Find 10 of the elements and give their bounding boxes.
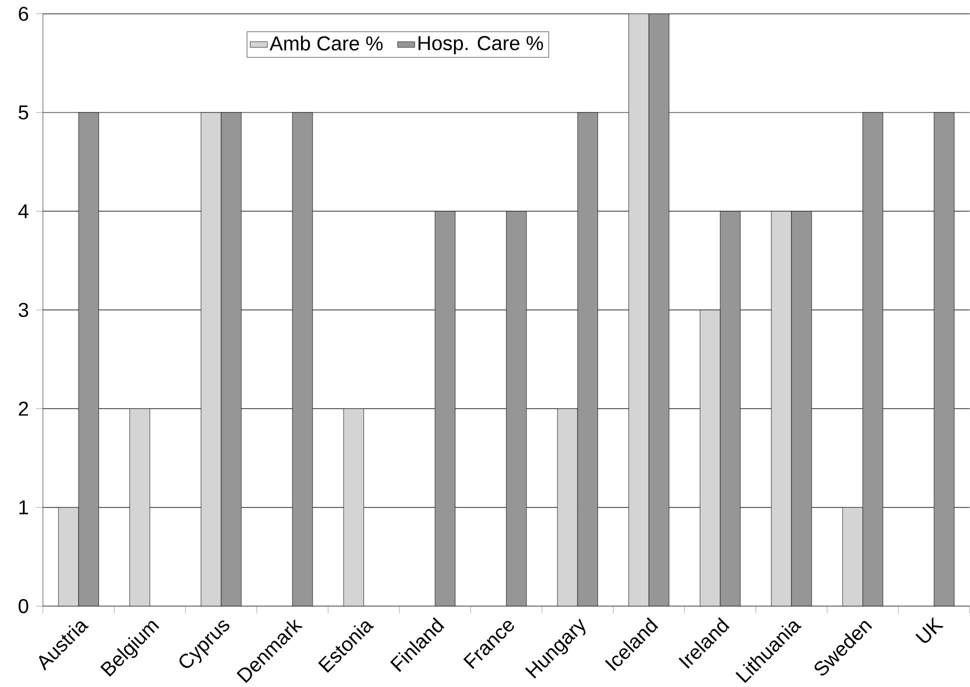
legend-label: Hosp. Care %: [418, 36, 543, 54]
y-tick-label: 3: [18, 302, 28, 317]
x-tick-label: UK: [915, 616, 944, 643]
y-tick-label: 5: [18, 105, 28, 120]
y-tick-label: 1: [19, 500, 28, 514]
y-tick-label: 4: [18, 204, 28, 218]
legend-label: Amb Care %: [270, 36, 383, 50]
y-tick-label: 2: [18, 402, 28, 416]
y-tick-label: 0: [18, 598, 28, 614]
y-tick-label: 6: [18, 6, 28, 21]
